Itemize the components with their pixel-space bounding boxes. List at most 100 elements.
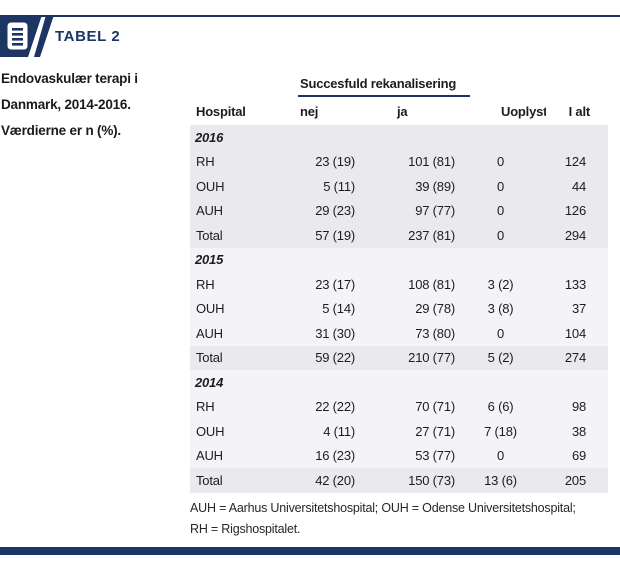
cell-hospital: AUH xyxy=(196,325,223,341)
cell-nej: 42 (20) xyxy=(315,472,355,488)
document-icon xyxy=(7,22,28,50)
cell-nej: 5 (11) xyxy=(323,178,355,194)
cell-ialt: 98 xyxy=(571,399,586,415)
year-row-2016: 2016 xyxy=(190,125,608,150)
cell-ja: 101 (81) xyxy=(408,154,455,170)
cell-ialt: 124 xyxy=(564,154,586,170)
cell-uoplyst: 0 xyxy=(496,154,505,170)
cell-ja: 97 (77) xyxy=(415,203,455,219)
table-body: 2016 RH 23 (19) 101 (81) 0 124 OUH 5 (11) 39 (89… xyxy=(190,125,608,493)
cell-hospital: RH xyxy=(196,276,215,292)
cell-ialt: 274 xyxy=(564,350,586,366)
cell-ja: 27 (71) xyxy=(415,423,455,439)
column-header-hospital: Hospital xyxy=(196,103,246,119)
cell-nej: 16 (23) xyxy=(315,448,355,464)
bottom-divider xyxy=(0,547,620,555)
cell-ialt: 38 xyxy=(571,423,586,439)
cell-uoplyst: 5 (2) xyxy=(487,350,514,366)
group-header-row: Succesfuld rekanalisering xyxy=(190,71,608,97)
year-row-2014: 2014 xyxy=(190,370,608,395)
cell-ja: 150 (73) xyxy=(408,472,455,488)
cell-hospital: RH xyxy=(196,154,215,170)
table-caption: Endovaskulær terapi i Danmark, 2014-2016… xyxy=(1,66,187,144)
cell-hospital: AUH xyxy=(196,448,223,464)
cell-ialt: 69 xyxy=(571,448,586,464)
cell-ja: 108 (81) xyxy=(408,276,455,292)
cell-uoplyst: 0 xyxy=(496,178,505,194)
cell-ialt: 294 xyxy=(564,227,586,243)
column-header-uoplyst: Uoplyst xyxy=(501,103,546,119)
cell-ialt: 104 xyxy=(564,325,586,341)
tabel-badge: TABEL 2 xyxy=(0,15,130,57)
cell-hospital: OUH xyxy=(196,301,225,317)
cell-nej: 57 (19) xyxy=(315,227,355,243)
cell-uoplyst: 7 (18) xyxy=(484,423,517,439)
cell-ialt: 44 xyxy=(571,178,586,194)
footnote-line: RH = Rigshospitalet. xyxy=(190,522,301,536)
table-row-2014-auh: AUH 16 (23) 53 (77) 0 69 xyxy=(190,443,608,468)
cell-uoplyst: 0 xyxy=(496,448,505,464)
cell-ialt: 133 xyxy=(564,276,586,292)
cell-ja: 237 (81) xyxy=(408,227,455,243)
table-row-2015-ouh: OUH 5 (14) 29 (78) 3 (8) 37 xyxy=(190,296,608,321)
year-label: 2016 xyxy=(195,129,224,145)
cell-uoplyst: 3 (8) xyxy=(487,301,514,317)
table-row-2014-ouh: OUH 4 (11) 27 (71) 7 (18) 38 xyxy=(190,419,608,444)
cell-ja: 29 (78) xyxy=(415,301,455,317)
cell-ja: 70 (71) xyxy=(415,399,455,415)
table-row-2015-auh: AUH 31 (30) 73 (80) 0 104 xyxy=(190,321,608,346)
column-header-row: Hospital nej ja Uoplyst I alt xyxy=(190,97,608,125)
table-row-2016-auh: AUH 29 (23) 97 (77) 0 126 xyxy=(190,198,608,223)
year-label: 2015 xyxy=(195,252,224,268)
table-badge-label: TABEL 2 xyxy=(55,27,121,45)
column-header-ialt: I alt xyxy=(568,103,591,119)
caption-line: Endovaskulær terapi i xyxy=(1,71,138,86)
cell-nej: 29 (23) xyxy=(315,203,355,219)
cell-uoplyst: 0 xyxy=(496,227,505,243)
caption-line: Danmark, 2014-2016. xyxy=(1,97,131,112)
cell-ja: 210 (77) xyxy=(408,350,455,366)
cell-ialt: 37 xyxy=(571,301,586,317)
table-row-2015-total: Total 59 (22) 210 (77) 5 (2) 274 xyxy=(190,345,608,370)
cell-hospital: OUH xyxy=(196,423,225,439)
table-row-2015-rh: RH 23 (17) 108 (81) 3 (2) 133 xyxy=(190,272,608,297)
column-header-nej: nej xyxy=(300,103,319,119)
table-row-2014-total: Total 42 (20) 150 (73) 13 (6) 205 xyxy=(190,468,608,493)
cell-nej: 23 (19) xyxy=(315,154,355,170)
caption-line: Værdierne er n (%). xyxy=(1,123,121,138)
cell-hospital: Total xyxy=(196,350,223,366)
cell-nej: 5 (14) xyxy=(322,301,355,317)
year-label: 2014 xyxy=(195,374,224,390)
table-row-2016-ouh: OUH 5 (11) 39 (89) 0 44 xyxy=(190,174,608,199)
table-row-2014-rh: RH 22 (22) 70 (71) 6 (6) 98 xyxy=(190,394,608,419)
cell-nej: 31 (30) xyxy=(315,325,355,341)
cell-ja: 73 (80) xyxy=(415,325,455,341)
footnote: AUH = Aarhus Universitetshospital; OUH =… xyxy=(190,498,614,540)
group-column-header: Succesfuld rekanalisering xyxy=(300,76,457,91)
data-table: Succesfuld rekanalisering Hospital nej j… xyxy=(190,71,608,493)
cell-uoplyst: 3 (2) xyxy=(487,276,514,292)
cell-nej: 22 (22) xyxy=(315,399,355,415)
cell-ialt: 205 xyxy=(564,472,586,488)
cell-hospital: Total xyxy=(196,472,223,488)
table-row-2016-total: Total 57 (19) 237 (81) 0 294 xyxy=(190,223,608,248)
cell-uoplyst: 0 xyxy=(496,325,505,341)
cell-uoplyst: 6 (6) xyxy=(487,399,514,415)
year-row-2015: 2015 xyxy=(190,247,608,272)
cell-nej: 23 (17) xyxy=(315,276,355,292)
cell-ja: 39 (89) xyxy=(415,178,455,194)
top-divider xyxy=(0,15,620,17)
cell-uoplyst: 0 xyxy=(496,203,505,219)
cell-ja: 53 (77) xyxy=(415,448,455,464)
group-header-underline xyxy=(298,95,470,97)
column-header-ja: ja xyxy=(397,103,408,119)
cell-uoplyst: 13 (6) xyxy=(484,472,517,488)
cell-hospital: Total xyxy=(196,227,223,243)
cell-hospital: AUH xyxy=(196,203,223,219)
table-row-2016-rh: RH 23 (19) 101 (81) 0 124 xyxy=(190,149,608,174)
footnote-line: AUH = Aarhus Universitetshospital; OUH =… xyxy=(190,501,576,515)
cell-ialt: 126 xyxy=(564,203,586,219)
cell-hospital: OUH xyxy=(196,178,225,194)
cell-nej: 4 (11) xyxy=(323,423,355,439)
